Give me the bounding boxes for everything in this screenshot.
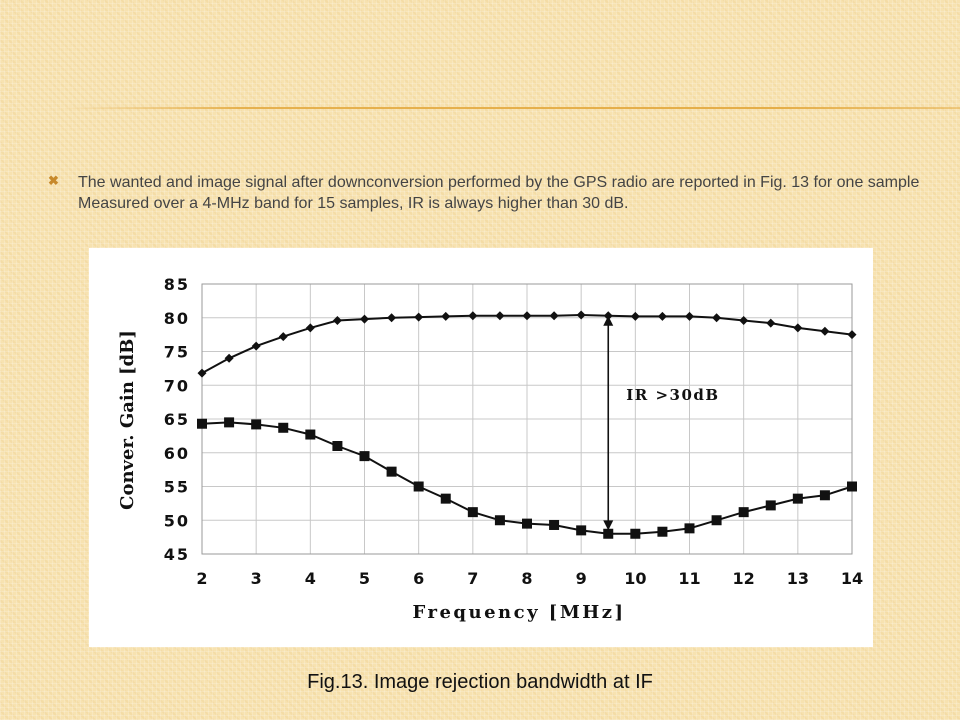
title-divider-line [60, 107, 960, 109]
data-point-diamond [278, 332, 288, 342]
data-point-diamond [224, 353, 234, 363]
y-tick-label: 70 [164, 376, 190, 395]
bullet-text: The wanted and image signal after downco… [78, 174, 920, 212]
x-tick-label: 7 [467, 569, 478, 588]
data-point-diamond [495, 311, 505, 321]
y-tick-label: 55 [164, 478, 190, 497]
data-point-diamond [657, 311, 667, 321]
data-point-square [576, 525, 587, 536]
x-tick-label: 11 [678, 569, 700, 588]
data-point-square [251, 419, 262, 430]
data-point-square [792, 493, 803, 504]
data-point-square [711, 515, 722, 526]
data-point-square [765, 500, 776, 511]
x-tick-label: 4 [305, 569, 316, 588]
data-point-diamond [630, 311, 640, 321]
data-point-square [332, 441, 343, 451]
data-point-square [819, 490, 830, 501]
data-point-diamond [739, 315, 749, 325]
data-point-diamond [766, 318, 776, 328]
x-tick-label: 12 [733, 569, 755, 588]
data-point-square [684, 523, 695, 534]
data-point-square [197, 418, 207, 429]
data-point-diamond [468, 311, 478, 321]
data-point-square [359, 451, 370, 462]
data-point-square [657, 526, 668, 537]
chart-figure: 45 50 55 60 65 70 75 80 85 2 3 4 5 6 7 8 9 10 11 12 13 14 IR … [89, 248, 873, 647]
x-axis-label: Frequency [MHz] [413, 602, 626, 623]
ir-annotation-label: IR >30dB [626, 386, 719, 404]
y-tick-label: 50 [164, 511, 190, 530]
series-layer [197, 310, 857, 539]
y-tick-label: 45 [164, 545, 190, 564]
x-tick-label: 9 [576, 569, 587, 588]
data-point-square [630, 528, 641, 539]
data-point-diamond [685, 311, 694, 321]
figure-caption: Fig.13. Image rejection bandwidth at IF [307, 671, 653, 693]
data-point-square [847, 481, 857, 492]
y-tick-label: 75 [164, 343, 190, 362]
data-point-square [494, 515, 505, 526]
x-tick-label: 5 [359, 569, 370, 588]
data-point-diamond [251, 341, 261, 351]
data-point-diamond [414, 312, 424, 322]
data-point-diamond [441, 311, 451, 321]
x-tick-label: 10 [624, 569, 646, 588]
x-mark-bullet-icon: ✖ [48, 173, 59, 188]
data-point-square [738, 507, 749, 518]
data-point-diamond [305, 323, 315, 333]
data-point-square [467, 507, 478, 518]
y-tick-label: 65 [164, 410, 190, 429]
data-point-diamond [197, 368, 207, 378]
y-tick-label: 60 [164, 444, 190, 463]
data-point-square [603, 528, 614, 539]
data-point-diamond [360, 314, 369, 324]
x-tick-label: 14 [841, 569, 863, 588]
x-tick-label: 8 [521, 569, 532, 588]
data-point-diamond [793, 323, 803, 333]
data-point-diamond [522, 311, 532, 321]
y-tick-label: 85 [164, 275, 190, 294]
x-tick-label: 13 [787, 569, 809, 588]
data-point-square [386, 466, 397, 477]
data-point-diamond [820, 326, 830, 336]
data-point-diamond [549, 311, 559, 321]
data-point-square [278, 422, 289, 433]
data-point-square [413, 481, 424, 492]
annotation-layer: IR >30dB [603, 315, 719, 531]
data-point-diamond [387, 313, 397, 323]
ir-arrow-head-up [603, 315, 614, 326]
data-point-diamond [712, 313, 722, 323]
grid-layer [201, 283, 853, 555]
x-tick-label: 3 [251, 569, 262, 588]
data-point-diamond [332, 315, 342, 325]
x-tick-label: 2 [196, 569, 207, 588]
ir-arrow-head-down [603, 520, 614, 531]
y-axis-label: Conver. Gain [dB] [117, 330, 138, 510]
data-point-square [440, 493, 451, 504]
data-point-diamond [576, 310, 586, 320]
data-point-square [224, 417, 235, 428]
y-tick-label: 80 [164, 309, 190, 328]
data-point-square [549, 519, 560, 530]
data-point-diamond [847, 330, 857, 340]
x-tick-label: 6 [413, 569, 424, 588]
data-point-square [305, 429, 316, 440]
data-point-square [522, 518, 532, 529]
